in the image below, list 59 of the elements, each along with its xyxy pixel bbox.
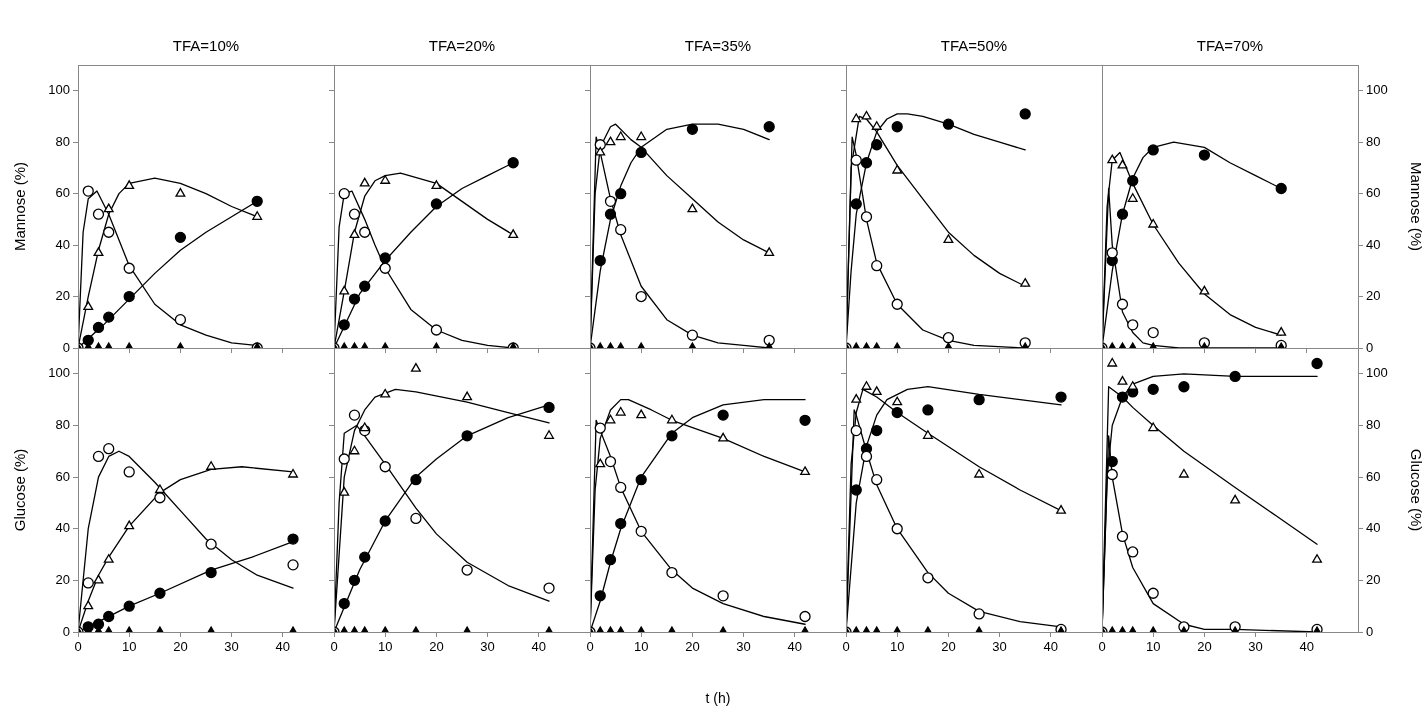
y-tick-label: 0 xyxy=(62,339,70,355)
y-axis-title: Glucose (%) xyxy=(11,448,29,532)
y-tick-label: 80 xyxy=(55,133,70,149)
x-tick-label: 40 xyxy=(531,639,547,655)
y-tick-label: 100 xyxy=(1366,82,1388,98)
chart-title: TFA=50% xyxy=(940,37,1008,55)
x-tick-label: 30 xyxy=(480,639,495,655)
x-tick-label: 0 xyxy=(74,639,82,655)
chart-title: TFA=35% xyxy=(684,37,752,55)
x-tick-label: 40 xyxy=(1043,639,1059,655)
y-tick-label: 20 xyxy=(1366,571,1381,587)
y-tick-label: 60 xyxy=(55,185,70,201)
y-tick-label: 60 xyxy=(1366,185,1381,201)
y-tick-label: 20 xyxy=(1366,288,1381,304)
y-tick-label: 40 xyxy=(1366,236,1381,252)
x-tick-label: 20 xyxy=(173,639,188,655)
x-tick-label: 40 xyxy=(1299,639,1315,655)
y-tick-label: 100 xyxy=(48,82,70,98)
y-tick-label: 20 xyxy=(55,571,70,587)
x-tick-label: 0 xyxy=(842,639,850,655)
y-tick-label: 80 xyxy=(1366,133,1381,149)
y-tick-label: 40 xyxy=(1366,520,1381,536)
y-tick-label: 100 xyxy=(48,365,70,381)
x-tick-label: 10 xyxy=(889,639,905,655)
chart-title: TFA=70% xyxy=(1196,37,1264,55)
x-tick-label: 30 xyxy=(736,639,751,655)
x-tick-label: 10 xyxy=(377,639,393,655)
x-tick-label: 40 xyxy=(275,639,291,655)
y-tick-label: 100 xyxy=(1366,365,1388,381)
chart-title: TFA=10% xyxy=(172,37,240,55)
x-tick-label: 20 xyxy=(685,639,700,655)
y-axis-title: Glucose (%) xyxy=(1407,448,1425,532)
x-tick-label: 30 xyxy=(992,639,1007,655)
y-tick-label: 80 xyxy=(55,417,70,433)
x-tick-label: 20 xyxy=(941,639,956,655)
y-tick-label: 0 xyxy=(62,623,70,639)
y-tick-label: 80 xyxy=(1366,417,1381,433)
y-tick-label: 60 xyxy=(55,468,70,484)
x-tick-label: 30 xyxy=(1248,639,1263,655)
x-tick-label: 0 xyxy=(1098,639,1106,655)
y-tick-label: 40 xyxy=(55,236,70,252)
y-tick-label: 0 xyxy=(1366,339,1374,355)
x-tick-label: 30 xyxy=(224,639,239,655)
x-tick-label: 0 xyxy=(330,639,338,655)
x-tick-label: 20 xyxy=(1197,639,1212,655)
x-tick-label: 0 xyxy=(586,639,594,655)
x-tick-label: 10 xyxy=(1145,639,1161,655)
x-axis-title: t (h) xyxy=(705,690,731,707)
chart-title: TFA=20% xyxy=(428,37,496,55)
y-tick-label: 60 xyxy=(1366,468,1381,484)
y-axis-title: Mannose (%) xyxy=(1407,161,1425,252)
x-tick-label: 10 xyxy=(121,639,137,655)
y-axis-title: Mannose (%) xyxy=(11,161,29,252)
y-tick-label: 0 xyxy=(1366,623,1374,639)
x-tick-label: 10 xyxy=(633,639,649,655)
x-tick-label: 40 xyxy=(787,639,803,655)
x-tick-label: 20 xyxy=(429,639,444,655)
y-tick-label: 20 xyxy=(55,288,70,304)
y-tick-label: 40 xyxy=(55,520,70,536)
